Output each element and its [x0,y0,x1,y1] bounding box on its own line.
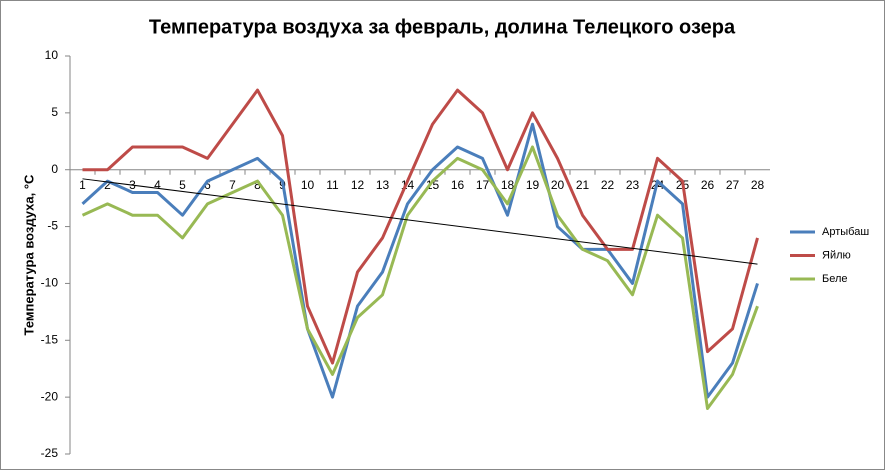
x-tick-label: 5 [179,178,186,192]
y-tick-label: -15 [41,332,59,346]
x-tick-label: 19 [526,178,540,192]
x-tick-label: 23 [626,178,640,192]
x-tick-label: 11 [326,178,339,192]
x-tick-label: 17 [476,178,490,192]
y-axis-label: Температура воздуха, °С [21,174,36,335]
x-tick-label: 6 [204,178,211,192]
legend-label: Беле [822,273,848,285]
x-tick-label: 15 [426,178,440,192]
x-tick-label: 16 [451,178,465,192]
x-tick-label: 10 [301,178,315,192]
trendline [82,178,758,265]
x-tick-label: 2 [104,178,111,192]
series-line [81,122,759,399]
x-tick-label: 1 [79,178,86,192]
x-tick-label: 13 [376,178,390,192]
x-tick-label: 26 [701,178,715,192]
x-tick-label: 28 [751,178,765,192]
x-tick-label: 21 [576,178,590,192]
chart-title: Температура воздуха за февраль, долина Т… [149,16,736,38]
y-tick-label: 0 [51,162,58,176]
y-tick-label: -20 [41,389,59,403]
y-tick-label: -10 [41,276,59,290]
x-tick-label: 18 [501,178,515,192]
y-tick-label: -25 [41,446,59,460]
x-tick-label: 4 [154,178,161,192]
series-line [81,145,759,411]
y-tick-label: 10 [45,48,59,62]
legend-label: Артыбаш [822,226,869,238]
x-tick-label: 8 [254,178,261,192]
y-tick-label: 5 [51,105,58,119]
x-tick-label: 12 [351,178,365,192]
x-tick-label: 20 [551,178,565,192]
y-tick-label: -5 [47,219,58,233]
x-tick-label: 7 [229,178,236,192]
series-line [82,88,759,365]
x-tick-label: 22 [601,178,615,192]
legend-label: Яйлю [822,249,851,261]
x-tick-label: 27 [726,178,740,192]
